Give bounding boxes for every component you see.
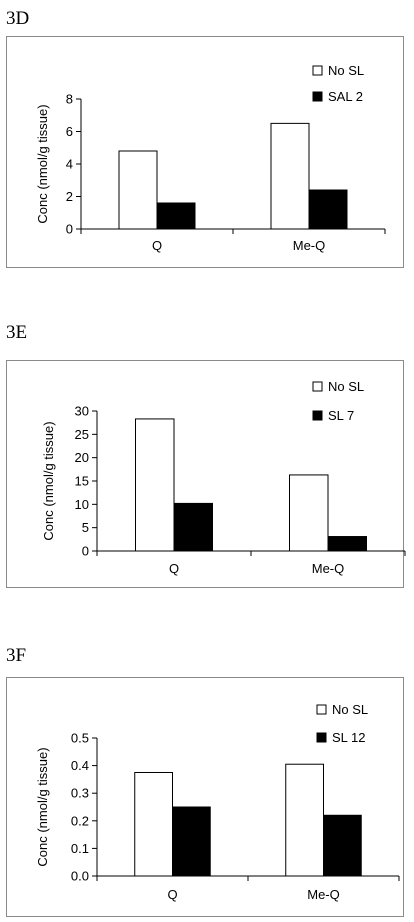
y-tick-label: 0.5 <box>71 731 89 746</box>
x-tick-label: Q <box>152 238 162 253</box>
panel-label-3f: 3F <box>6 645 27 666</box>
x-tick-label: Me-Q <box>307 887 340 902</box>
bar-sl-12-q <box>172 806 211 877</box>
legend-label: SL 7 <box>328 408 354 423</box>
panel-label-3d: 3D <box>6 8 30 29</box>
y-tick-label: 2 <box>66 189 73 204</box>
bar-no-sl-q <box>118 150 158 230</box>
y-tick-label: 20 <box>75 450 89 465</box>
legend-swatch <box>312 65 323 76</box>
x-tick-label: Q <box>169 561 179 576</box>
bar-no-sl-me-q <box>270 122 310 230</box>
bar-no-sl-q <box>134 772 173 877</box>
chart-3e: 0 5 10 15 20 25 30 Q Me-Q Conc (nmol/g tissue) No … <box>41 379 406 576</box>
y-tick-label: 25 <box>75 427 89 442</box>
y-tick-label: 15 <box>75 474 89 489</box>
y-axis-label: Conc (nmol/g tissue) <box>35 104 50 223</box>
y-axis-label: Conc (nmol/g tissue) <box>35 747 50 866</box>
legend-swatch <box>316 732 327 743</box>
bar-sl-7-q <box>173 502 213 552</box>
x-tick-label: Me-Q <box>293 238 326 253</box>
legend-swatch <box>312 410 323 421</box>
y-axis-label: Conc (nmol/g tissue) <box>41 421 56 540</box>
bar-sl-12-me-q <box>323 814 362 877</box>
y-tick-label: 0.3 <box>71 786 89 801</box>
legend-swatch <box>312 381 323 392</box>
bar-no-sl-q <box>135 418 175 552</box>
panel-label-3e: 3E <box>6 322 28 343</box>
y-tick-label: 0 <box>82 544 89 559</box>
x-tick-label: Q <box>167 887 177 902</box>
y-tick-label: 0.0 <box>71 869 89 884</box>
x-tick-label: Me-Q <box>312 561 345 576</box>
legend-label: No SL <box>332 702 368 717</box>
chart-panel-3f: 0.0 0.1 0.2 0.3 0.4 0.5 Q Me-Q Conc (nmol/g tiss… <box>6 677 404 917</box>
bar-sal-2-me-q <box>308 189 348 230</box>
chart-panel-3d: 0 2 4 6 8 Q Me-Q Conc (nmol/g tissue) No SL SAL 2 <box>6 36 404 268</box>
chart-3d: 0 2 4 6 8 Q Me-Q Conc (nmol/g tissue) No SL SAL 2 <box>35 63 386 253</box>
legend-label: No SL <box>328 63 364 78</box>
chart-panel-3e: 0 5 10 15 20 25 30 Q Me-Q Conc (nmol/g tissue) No … <box>6 360 406 588</box>
bar-sl-7-me-q <box>327 536 367 552</box>
y-tick-label: 0.2 <box>71 813 89 828</box>
y-tick-label: 0.4 <box>71 758 89 773</box>
y-tick-label: 8 <box>66 92 73 107</box>
y-tick-label: 0 <box>66 222 73 237</box>
chart-3f: 0.0 0.1 0.2 0.3 0.4 0.5 Q Me-Q Conc (nmol/g tiss… <box>35 702 400 902</box>
legend-label: No SL <box>328 379 364 394</box>
legend-swatch <box>312 91 323 102</box>
bar-no-sl-me-q <box>289 474 329 552</box>
y-tick-label: 30 <box>75 404 89 419</box>
legend-label: SAL 2 <box>328 89 363 104</box>
y-tick-label: 6 <box>66 124 73 139</box>
y-tick-label: 0.1 <box>71 841 89 856</box>
y-tick-label: 10 <box>75 497 89 512</box>
y-tick-label: 5 <box>82 520 89 535</box>
bar-no-sl-me-q <box>285 763 324 877</box>
y-tick-label: 4 <box>66 157 73 172</box>
bar-sal-2-q <box>156 202 196 230</box>
legend-swatch <box>316 704 327 715</box>
legend-label: SL 12 <box>332 730 366 745</box>
